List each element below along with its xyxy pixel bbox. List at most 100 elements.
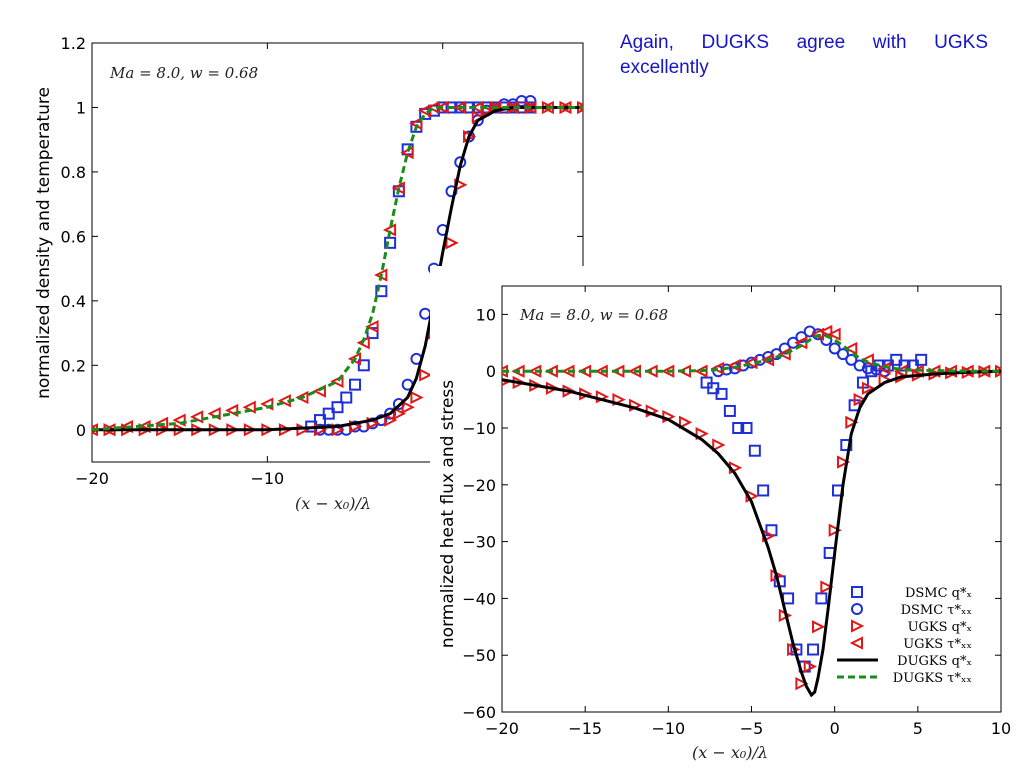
c2-point-s1	[845, 353, 858, 366]
c2-point-s0	[915, 353, 928, 366]
c2-ytick-label: 0	[486, 362, 496, 381]
c2-legend-marker	[851, 603, 863, 615]
c2-ytick-label: −50	[462, 646, 496, 665]
c2-point-s2	[695, 427, 709, 441]
c2-point-s0	[807, 643, 820, 656]
c2-point-s0	[715, 387, 728, 400]
c1-point-s0	[322, 407, 335, 420]
c2-point-s2	[812, 620, 826, 634]
c2-xtick-label: 5	[913, 719, 923, 738]
c2-point-s0	[732, 422, 745, 434]
c1-point-s2	[445, 236, 459, 250]
c1-annotation: Ma = 8.0, w = 0.68	[109, 64, 258, 82]
c1-point-s0	[331, 401, 344, 414]
c2-ytick-label: 10	[476, 305, 496, 324]
c2-point-s1	[836, 348, 849, 361]
note-text: Again, DUGKS agree with UGKS excellently	[620, 32, 988, 78]
c2-point-s2	[795, 676, 809, 691]
c2-point-s2	[678, 415, 693, 429]
c1-point-s3	[225, 403, 239, 418]
c1-point-s0	[349, 378, 362, 391]
c2-xtick-label: −5	[740, 719, 764, 738]
c2-ytick-label: −20	[462, 476, 496, 495]
c1-point-s0	[375, 285, 388, 298]
c1-ytick-label: 1.2	[61, 34, 86, 53]
c2-point-s0	[757, 484, 770, 497]
c2-point-s1	[720, 363, 733, 376]
c1-ytick-label: 0.2	[61, 356, 86, 375]
c2-series-group	[502, 324, 1001, 698]
c2-point-s0	[748, 444, 761, 457]
c2-point-s2	[803, 659, 817, 674]
c1-point-s0	[384, 236, 397, 249]
c2-point-s3	[819, 324, 833, 339]
c2-point-s3	[760, 353, 775, 367]
c2-point-s1	[828, 342, 841, 355]
c2-point-s2	[820, 580, 834, 594]
c1-point-s3	[295, 390, 309, 405]
c1-plot-area: −20 −10 0 0 0.2 0.4 0.6 0.8 1 1.2	[61, 34, 584, 488]
c1-point-s3	[330, 374, 344, 389]
c1-point-s0	[340, 391, 353, 404]
c1-point-s3	[365, 320, 379, 334]
c1-ytick-label: 0	[76, 421, 86, 440]
c2-point-s3	[893, 364, 908, 378]
chart2-panel	[430, 266, 1024, 768]
c1-xtick-label: −20	[75, 469, 109, 488]
c1-point-s3	[453, 100, 467, 115]
c1-ylabel: normalized density and temperature	[34, 87, 54, 399]
c1-point-s2	[419, 368, 433, 382]
c2-legend-label: DUGKS q*ₓ	[897, 654, 972, 669]
c2-legend: DSMC q*ₓ DSMC τ*ₓₓ UGKS q*ₓ UGKS τ*ₓₓ DUGKS …	[837, 586, 972, 686]
c2-point-s2	[612, 392, 626, 407]
c2-ylabel: normalized heat flux and stress	[438, 380, 458, 648]
c2-xtick-label: −20	[485, 719, 519, 738]
c2-xtick-label: 0	[830, 719, 840, 738]
c2-point-s2	[828, 523, 842, 537]
c2-legend-label: DSMC q*ₓ	[905, 586, 972, 601]
c2-point-s2	[712, 438, 726, 452]
c1-ytick-label: 0.6	[61, 227, 86, 246]
c1-line-s5	[92, 106, 583, 432]
c2-legend-label: UGKS q*ₓ	[908, 620, 972, 635]
c1-point-s0	[357, 359, 370, 372]
c2-point-s0	[723, 404, 736, 417]
c2-point-s3	[544, 364, 558, 378]
c2-xtick-label: 10	[991, 719, 1011, 738]
c1-xlabel: (x − x₀)/λ	[295, 494, 371, 513]
c1-point-s2	[384, 413, 398, 427]
c2-point-s3	[777, 347, 791, 361]
c2-legend-label: DUGKS τ*ₓₓ	[893, 671, 972, 686]
c2-point-s2	[853, 392, 867, 407]
c2-point-s2	[861, 381, 876, 395]
c2-point-s0	[782, 592, 795, 605]
c1-ytick-label: 0.4	[61, 292, 86, 311]
c2-point-s2	[836, 455, 851, 469]
c1-point-s2	[401, 400, 415, 414]
c1-axes-frame	[91, 42, 584, 463]
c1-series-group	[92, 95, 583, 437]
c1-point-s1	[392, 397, 405, 410]
c2-ytick-label: −10	[462, 419, 496, 438]
c2-xtick-label: −15	[568, 719, 602, 738]
c2-legend-label: DSMC τ*ₓₓ	[901, 603, 972, 618]
c1-xtick-label: −10	[250, 469, 284, 488]
c2-point-s2	[845, 415, 859, 429]
c2-point-s3	[827, 327, 841, 341]
c1-point-s2	[410, 390, 424, 405]
c2-point-s0	[740, 422, 753, 434]
c2-xlabel: (x − x₀)/λ	[692, 743, 768, 762]
c2-line-s4	[502, 369, 1001, 698]
c2-legend-marker	[851, 619, 865, 633]
c2-point-s3	[844, 341, 858, 356]
c1-point-s3	[347, 352, 362, 366]
c2-point-s3	[511, 364, 525, 378]
c2-legend-label: UGKS τ*ₓₓ	[903, 637, 972, 652]
c2-line-s5	[502, 333, 1001, 373]
c1-point-s1	[445, 185, 458, 198]
c2-ytick-label: −40	[462, 589, 496, 608]
